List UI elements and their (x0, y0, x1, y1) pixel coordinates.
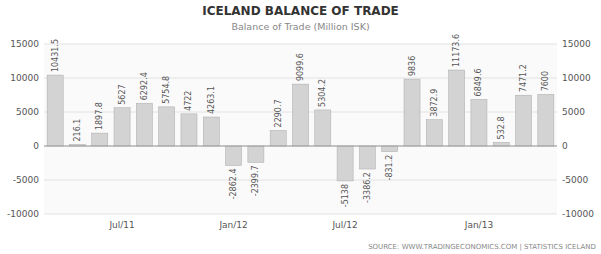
data-label: 9836 (408, 56, 417, 76)
bar (248, 146, 264, 162)
x-tick-label: Jul/12 (331, 220, 357, 230)
bar (181, 114, 197, 146)
grid-line (44, 214, 557, 215)
grid-line (44, 180, 557, 181)
bar (337, 146, 353, 181)
x-tick-label: Jan/12 (218, 220, 247, 230)
grid-line (44, 146, 557, 147)
bar (114, 108, 130, 146)
data-label: 4263.1 (207, 86, 216, 114)
data-label: -2399.7 (251, 165, 260, 196)
source: SOURCE: WWW.TRADINGECONOMICS.COM | STATI… (368, 243, 596, 251)
x-tick-label: Jan/13 (464, 220, 493, 230)
chart: -10000 -5000 0 5000 10000 15000 -10000 -5000 0 50… (0, 0, 601, 254)
y-tick-label: -10000 (7, 209, 39, 219)
y-tick-label: 0 (33, 141, 39, 151)
data-label: 1897.8 (95, 102, 104, 130)
y2-tick-label: 5000 (562, 107, 585, 117)
bar (538, 94, 554, 146)
bar (92, 133, 108, 146)
y2-tick-label: 15000 (562, 39, 591, 49)
data-label: -3386.2 (363, 172, 372, 203)
y2-tick-label: 10000 (562, 73, 591, 83)
bar (292, 84, 308, 146)
data-label: 532.8 (497, 116, 506, 139)
data-label: 216.1 (73, 119, 82, 142)
y2-tick-label: -5000 (562, 175, 588, 185)
subtitle: Balance of Trade (Million ISK) (231, 21, 369, 32)
zero-line (44, 146, 557, 147)
data-label: 7471.2 (519, 64, 528, 92)
x-tick-label: Jul/11 (108, 220, 134, 230)
bar (315, 110, 331, 146)
bar (471, 99, 487, 146)
bar (159, 107, 175, 146)
y2-tick-label: -10000 (562, 209, 594, 219)
bar (404, 79, 420, 146)
data-label: 5754.8 (162, 76, 171, 104)
data-label: 10431.5 (51, 39, 60, 72)
data-label: 5627 (118, 84, 127, 104)
bar (493, 142, 509, 146)
y2-tick-label: 0 (562, 141, 568, 151)
data-label: -2862.4 (229, 168, 238, 199)
data-label: 4722 (184, 91, 193, 111)
data-label: 3872.9 (430, 89, 439, 117)
bar (449, 70, 465, 146)
bar (516, 95, 532, 146)
data-label: 5304.2 (318, 79, 327, 107)
bar (136, 103, 152, 146)
data-label: 7600 (541, 71, 550, 91)
grid-line (44, 44, 557, 45)
data-label: 11173.6 (452, 34, 461, 67)
data-label: 6292.4 (140, 72, 149, 100)
data-label: -831.2 (385, 155, 394, 181)
plot-area (44, 44, 557, 214)
bar (426, 120, 442, 146)
bar (226, 146, 242, 165)
bar (270, 130, 286, 146)
bar (47, 75, 63, 146)
data-label: 9099.6 (296, 53, 305, 81)
bar (359, 146, 375, 169)
data-label: 2290.7 (274, 99, 283, 127)
data-label: 6849.6 (474, 68, 483, 96)
y-tick-label: 15000 (10, 39, 39, 49)
y-tick-label: 10000 (10, 73, 39, 83)
data-label: -5138 (341, 184, 350, 207)
y-tick-label: -5000 (13, 175, 39, 185)
bar (203, 117, 219, 146)
bar (382, 146, 398, 152)
y-tick-label: 5000 (16, 107, 39, 117)
title: ICELAND BALANCE OF TRADE (202, 4, 399, 18)
